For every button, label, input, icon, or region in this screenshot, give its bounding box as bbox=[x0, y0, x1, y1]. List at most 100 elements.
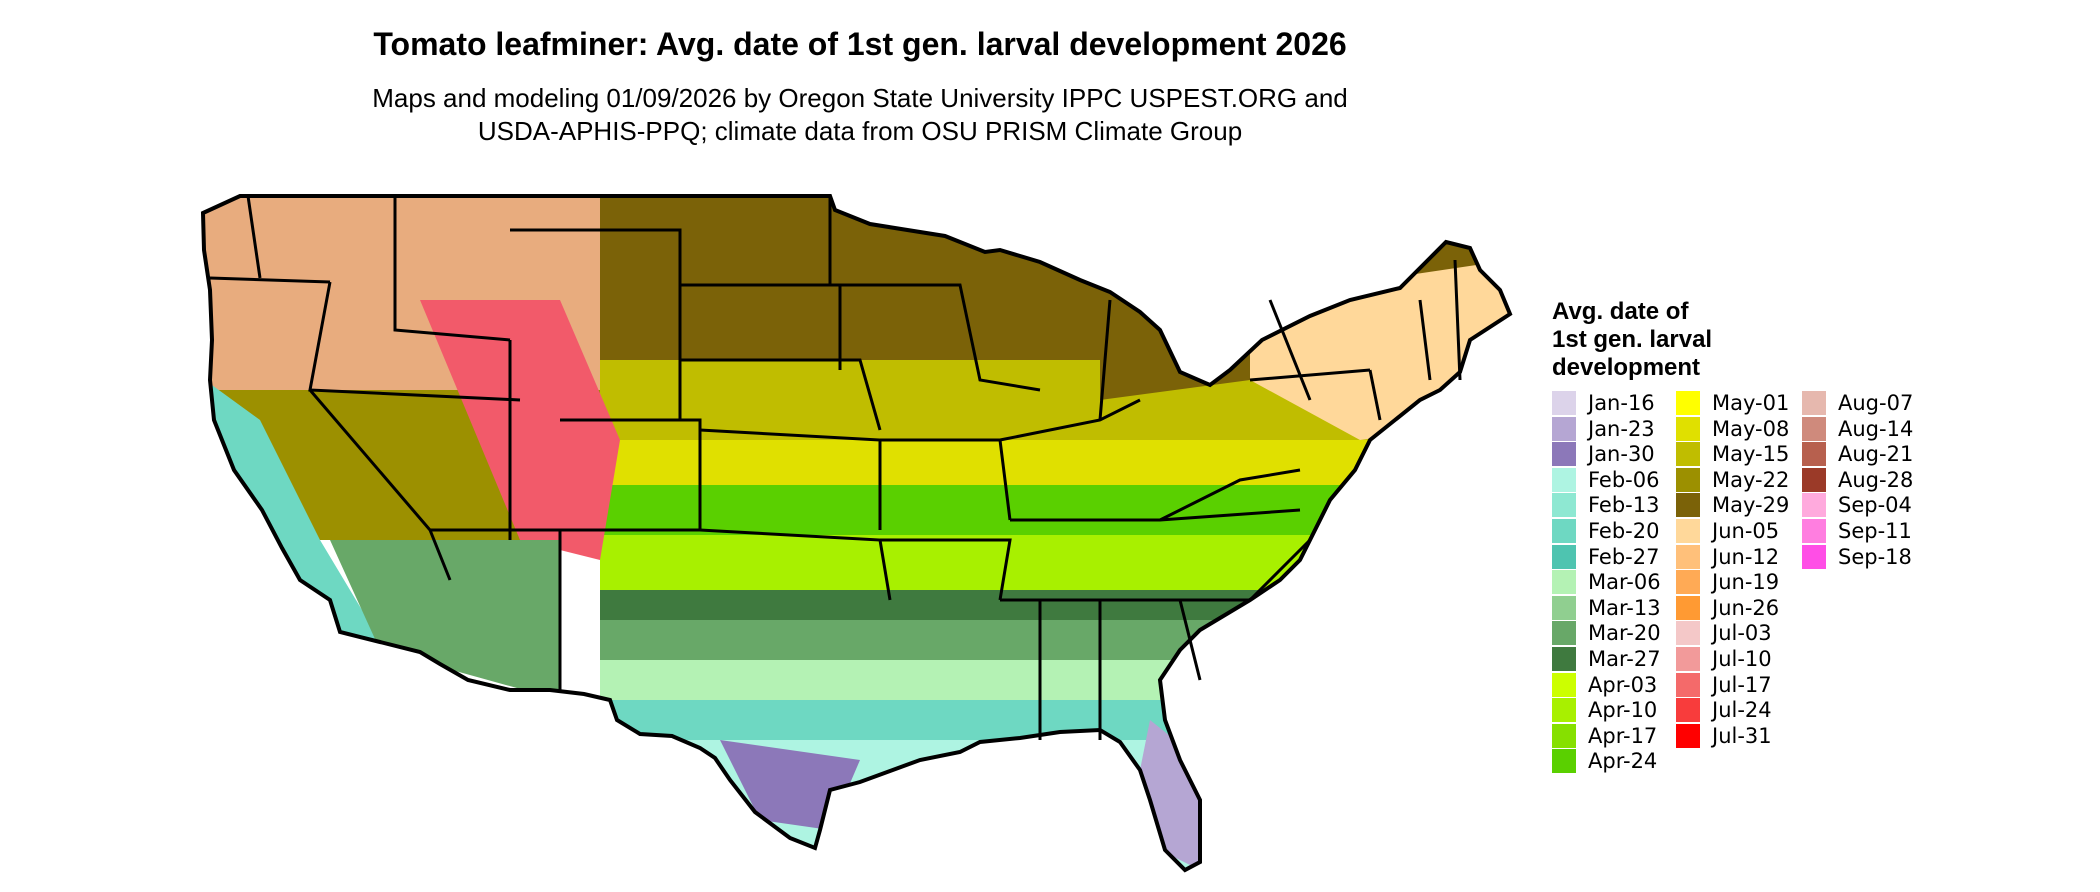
legend-label: Jul-03 bbox=[1712, 621, 1772, 646]
legend-swatch bbox=[1552, 519, 1576, 543]
legend-swatch bbox=[1802, 391, 1826, 415]
legend-label: Feb-06 bbox=[1588, 467, 1660, 492]
state-border bbox=[393, 196, 511, 342]
state-border bbox=[680, 358, 882, 431]
legend-label: Sep-04 bbox=[1838, 493, 1912, 518]
legend-label: Feb-27 bbox=[1588, 544, 1660, 569]
state-borders bbox=[209, 195, 1462, 740]
legend-swatch bbox=[1802, 544, 1826, 569]
legend-label: Jul-17 bbox=[1712, 672, 1772, 697]
state-border bbox=[1180, 538, 1312, 602]
legend-label: May-22 bbox=[1712, 467, 1790, 492]
state-border bbox=[880, 538, 1012, 601]
state-border bbox=[1159, 468, 1301, 522]
legend-swatch bbox=[1552, 672, 1576, 697]
legend-swatch bbox=[1802, 493, 1826, 518]
legend-label: Aug-28 bbox=[1838, 467, 1914, 492]
legend-label: Feb-20 bbox=[1588, 519, 1660, 543]
state-border bbox=[246, 195, 262, 279]
legend-label: Jun-05 bbox=[1712, 519, 1780, 543]
legend-label: Jun-19 bbox=[1712, 570, 1780, 595]
state-border bbox=[1418, 299, 1432, 381]
legend-title-line-1: Avg. date of bbox=[1552, 298, 1689, 325]
state-border bbox=[510, 228, 682, 420]
state-border bbox=[1249, 368, 1371, 382]
legend-label: Jul-24 bbox=[1712, 698, 1772, 723]
legend-swatch bbox=[1676, 391, 1700, 415]
zone-mar20 bbox=[600, 620, 1500, 660]
legend-swatch bbox=[1552, 749, 1576, 774]
legend-swatch bbox=[1802, 519, 1826, 543]
legend-swatch bbox=[1802, 442, 1826, 467]
subtitle-line-2: USDA-APHIS-PPQ; climate data from OSU PR… bbox=[477, 116, 1243, 146]
us-map bbox=[201, 194, 1512, 872]
state-border bbox=[1453, 259, 1462, 381]
legend-label: Apr-24 bbox=[1588, 749, 1658, 774]
legend-swatch bbox=[1552, 595, 1576, 620]
legend-swatch bbox=[1552, 493, 1576, 518]
legend-swatch bbox=[1676, 570, 1700, 595]
state-border bbox=[1098, 299, 1112, 421]
legend-swatch bbox=[1552, 442, 1576, 467]
legend-label: Apr-03 bbox=[1588, 672, 1658, 697]
legend-swatch bbox=[1802, 416, 1826, 441]
legend-label: Jan-23 bbox=[1588, 416, 1655, 441]
legend-swatch bbox=[1676, 647, 1700, 671]
legend-swatch bbox=[1552, 544, 1576, 569]
legend-swatch bbox=[1676, 723, 1700, 748]
legend-swatch bbox=[1676, 442, 1700, 467]
legend-label: May-08 bbox=[1712, 416, 1790, 441]
zone-great-lakes bbox=[1100, 260, 1250, 400]
legend-label: Aug-21 bbox=[1838, 442, 1914, 467]
legend-label: Aug-14 bbox=[1838, 416, 1914, 441]
legend-swatch bbox=[1552, 698, 1576, 723]
state-border bbox=[1368, 369, 1382, 421]
legend-swatch bbox=[1676, 519, 1700, 543]
legend-label: May-15 bbox=[1712, 442, 1790, 467]
state-border bbox=[209, 276, 331, 284]
legend-swatch bbox=[1676, 416, 1700, 441]
legend-label: May-29 bbox=[1712, 493, 1790, 518]
legend-swatch bbox=[1676, 672, 1700, 697]
zone-mar27 bbox=[600, 590, 1500, 620]
legend-title: Avg. date of 1st gen. larval development bbox=[1552, 298, 1712, 382]
legend-label: Sep-18 bbox=[1838, 544, 1912, 569]
map-subtitle: Maps and modeling 01/09/2026 by Oregon S… bbox=[320, 82, 1400, 148]
zone-mountains bbox=[420, 300, 620, 560]
zone-apr bbox=[600, 485, 1500, 535]
legend-swatch bbox=[1552, 391, 1576, 415]
legend-label: Mar-13 bbox=[1588, 595, 1661, 620]
legend-label: Aug-07 bbox=[1838, 391, 1914, 415]
legend-swatch bbox=[1676, 595, 1700, 620]
legend-label: Apr-17 bbox=[1588, 723, 1658, 748]
legend-swatch bbox=[1676, 493, 1700, 518]
zone-southwest bbox=[330, 540, 560, 700]
legend-swatch bbox=[1552, 467, 1576, 492]
legend-swatch bbox=[1676, 621, 1700, 646]
zone-mar6 bbox=[600, 660, 1500, 700]
legend-title-line-2: 1st gen. larval bbox=[1552, 326, 1713, 353]
legend-swatch bbox=[1552, 621, 1576, 646]
state-border bbox=[560, 418, 702, 532]
zone-california bbox=[205, 380, 380, 640]
legend-label: Mar-20 bbox=[1588, 621, 1661, 646]
legend-swatch bbox=[1552, 647, 1576, 671]
legend-label: Jul-31 bbox=[1712, 723, 1772, 748]
legend-label: Jan-16 bbox=[1588, 391, 1655, 415]
legend-label: Sep-11 bbox=[1838, 519, 1912, 543]
legend-label: Jul-10 bbox=[1712, 647, 1772, 671]
legend-swatch bbox=[1676, 467, 1700, 492]
legend-swatch bbox=[1676, 698, 1700, 723]
legend-label: May-01 bbox=[1712, 391, 1790, 415]
legend-label: Mar-27 bbox=[1588, 647, 1661, 671]
legend-label: Feb-13 bbox=[1588, 493, 1660, 518]
legend-swatch bbox=[1676, 544, 1700, 569]
legend-title-line-3: development bbox=[1552, 354, 1701, 381]
legend-label: Jun-12 bbox=[1712, 544, 1780, 569]
map-title: Tomato leafminer: Avg. date of 1st gen. … bbox=[373, 26, 1347, 62]
state-border bbox=[1268, 299, 1312, 401]
legend-label: Apr-10 bbox=[1588, 698, 1658, 723]
legend-label: Mar-06 bbox=[1588, 570, 1661, 595]
legend-swatch bbox=[1802, 467, 1826, 492]
legend-swatch bbox=[1552, 416, 1576, 441]
